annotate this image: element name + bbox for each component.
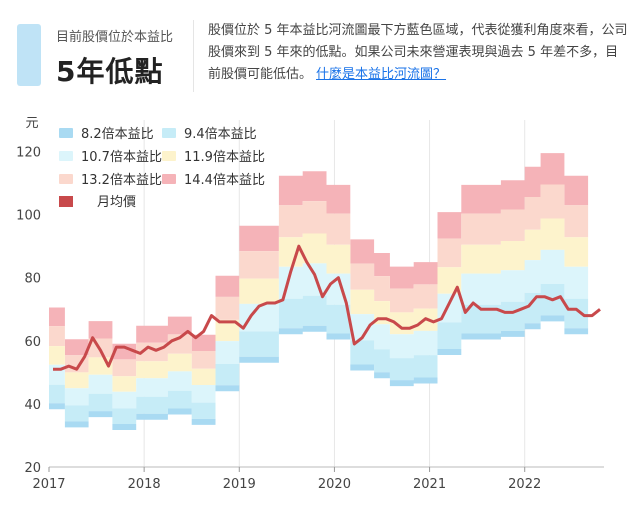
legend-label: 13.2倍本益比 [81, 173, 162, 188]
pe-river-help-link[interactable]: 什麼是本益比河流圖？ [316, 67, 447, 82]
x-tick-label: 2019 [223, 477, 256, 492]
header-divider [193, 20, 194, 92]
x-tick-label: 2017 [32, 477, 65, 492]
legend-swatch [59, 151, 73, 161]
monthly-avg-price-line [53, 244, 601, 371]
legend-label: 9.4倍本益比 [184, 127, 257, 142]
legend-swatch [162, 151, 176, 161]
y-axis-unit-label: 元 [25, 116, 38, 131]
legend-label: 10.7倍本益比 [81, 150, 162, 165]
legend-label: 14.4倍本益比 [184, 173, 265, 188]
x-tick-label: 2020 [318, 477, 351, 492]
pe-band-11.9x [49, 218, 589, 392]
pe-band-8.2x [49, 315, 589, 430]
legend-label: 8.2倍本益比 [81, 127, 154, 142]
y-tick-label: 40 [24, 398, 41, 413]
legend-swatch [162, 128, 176, 138]
y-tick-label: 100 [16, 209, 41, 224]
legend-swatch [59, 174, 73, 184]
description-text: 股價位於 5 年本益比河流圖最下方藍色區域，代表從獲利角度來看，公司股價來到 5… [208, 23, 628, 82]
y-tick-label: 120 [16, 146, 41, 161]
legend-swatch-price [59, 196, 73, 207]
x-tick-label: 2021 [413, 477, 446, 492]
legend-swatch [59, 128, 73, 138]
legend-swatch [162, 174, 176, 184]
valuation-level-bar [17, 24, 41, 86]
legend-label: 11.9倍本益比 [184, 150, 265, 165]
y-tick-label: 20 [24, 461, 41, 476]
valuation-status-value: 5年低點 [56, 55, 164, 88]
pe-band-14.4x [49, 153, 589, 360]
valuation-header: 目前股價位於本益比 5年低點 股價位於 5 年本益比河流圖最下方藍色區域，代表從… [0, 0, 640, 100]
y-tick-label: 80 [24, 272, 41, 287]
y-tick-label: 60 [24, 335, 41, 350]
valuation-status-label: 目前股價位於本益比 [56, 30, 174, 45]
legend-label: 月均價 [97, 195, 136, 210]
valuation-description: 股價位於 5 年本益比河流圖最下方藍色區域，代表從獲利角度來看，公司股價來到 5… [208, 20, 628, 86]
x-tick-label: 2018 [128, 477, 161, 492]
x-tick-label: 2022 [508, 477, 541, 492]
